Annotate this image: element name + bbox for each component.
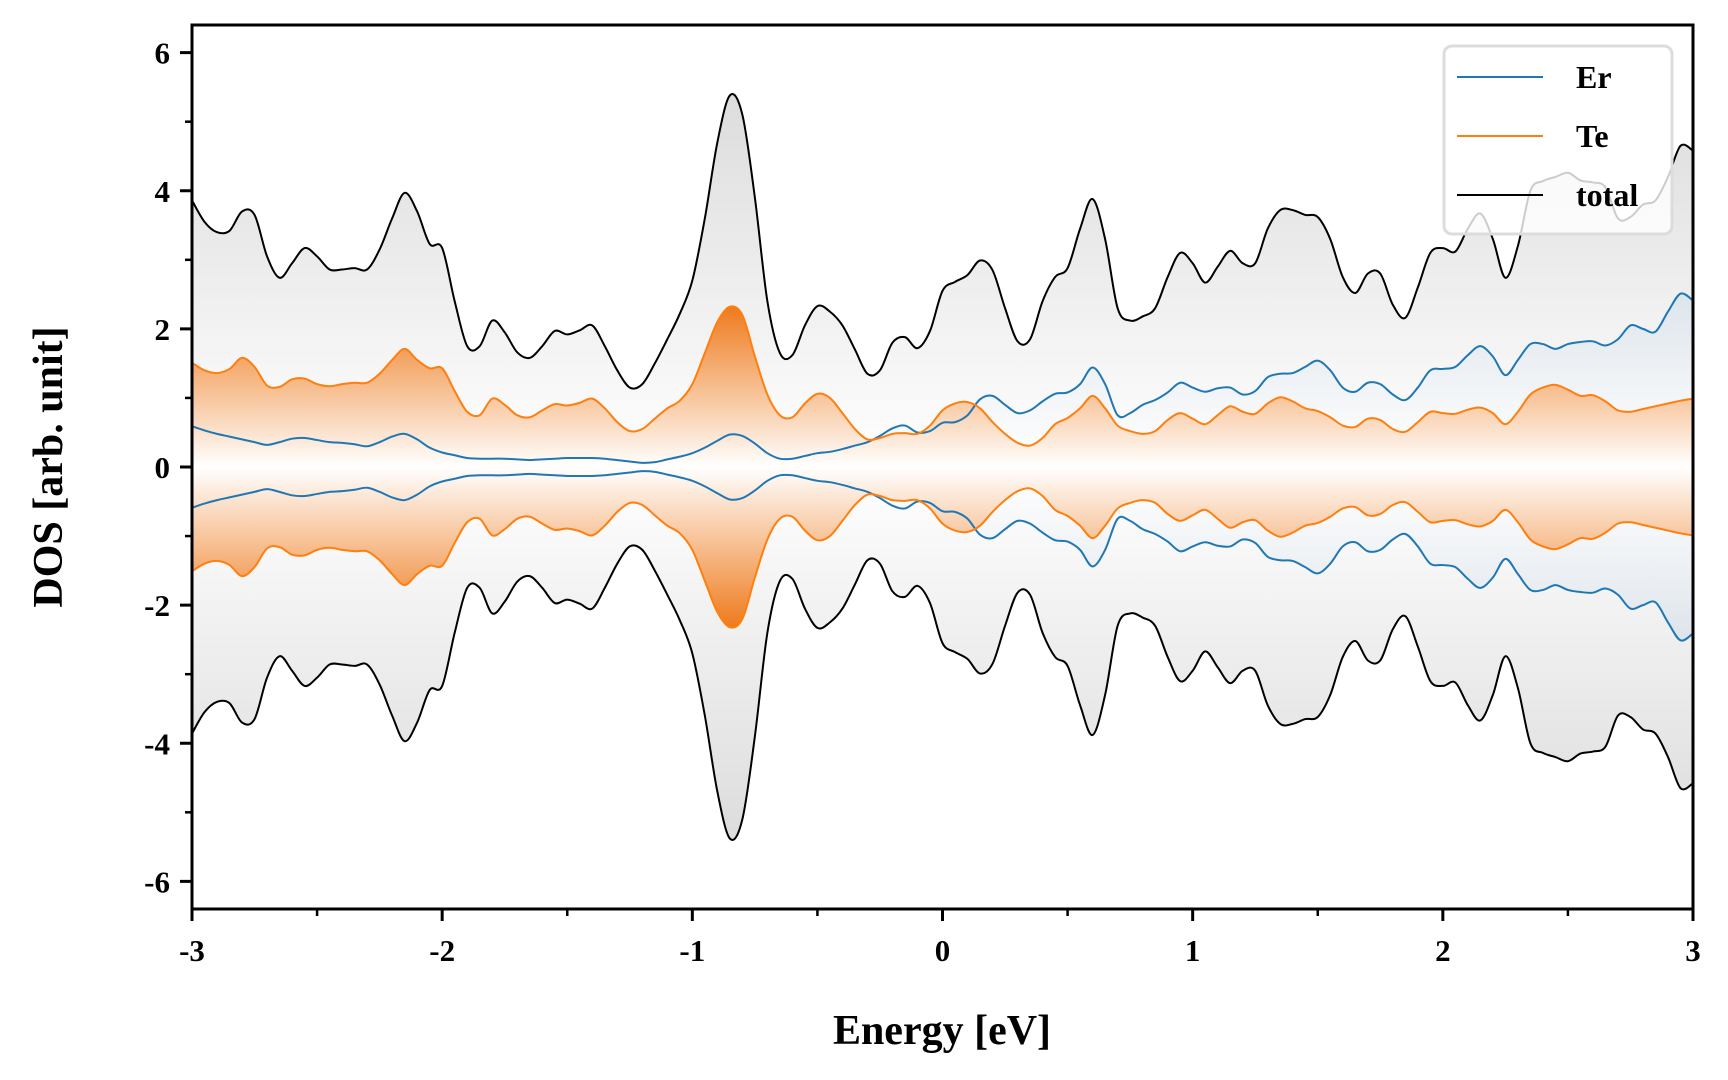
legend-entry-er: Er bbox=[1457, 59, 1612, 95]
total-line-negative bbox=[192, 544, 1693, 841]
legend-label-total: total bbox=[1576, 177, 1638, 213]
y-tick-label: -2 bbox=[144, 588, 170, 623]
legend-box bbox=[1442, 44, 1674, 236]
te-line-positive bbox=[192, 305, 1693, 447]
x-tick-label: 0 bbox=[935, 933, 951, 968]
y-tick-label: -6 bbox=[144, 864, 170, 899]
y-tick-label: -4 bbox=[144, 726, 170, 761]
x-axis-label: Energy [eV] bbox=[833, 1008, 1051, 1054]
total-line-positive bbox=[192, 93, 1693, 390]
plot-area bbox=[192, 93, 1693, 841]
y-tick-label: 0 bbox=[155, 450, 171, 485]
er-line-negative bbox=[192, 470, 1693, 642]
er-line-positive bbox=[192, 292, 1693, 464]
x-tick-label: 1 bbox=[1185, 933, 1201, 968]
x-tick-label: -2 bbox=[429, 933, 455, 968]
y-ticks: -6 -4 -2 0 2 4 6 bbox=[144, 36, 192, 899]
legend-label-er: Er bbox=[1576, 59, 1612, 95]
y-tick-label: 2 bbox=[155, 312, 171, 347]
legend-entry-te: Te bbox=[1457, 118, 1609, 154]
x-tick-label: -3 bbox=[179, 933, 205, 968]
te-fill-area bbox=[192, 306, 1693, 628]
y-tick-label: 4 bbox=[155, 174, 171, 209]
y-tick-label: 6 bbox=[155, 36, 171, 71]
x-tick-label: -1 bbox=[679, 933, 705, 968]
legend-entry-total: total bbox=[1457, 177, 1638, 213]
x-ticks: -3 -2 -1 0 1 2 3 bbox=[179, 909, 1701, 968]
x-tick-label: 2 bbox=[1435, 933, 1451, 968]
x-tick-label: 3 bbox=[1685, 933, 1701, 968]
te-line-negative bbox=[192, 487, 1693, 629]
axes: -3 -2 -1 0 1 2 3 -6 -4 -2 0 2 4 6 bbox=[144, 23, 1701, 968]
legend: Er Te total bbox=[1442, 44, 1674, 236]
legend-label-te: Te bbox=[1576, 118, 1609, 154]
y-axis-label: DOS [arb. unit] bbox=[26, 326, 72, 607]
